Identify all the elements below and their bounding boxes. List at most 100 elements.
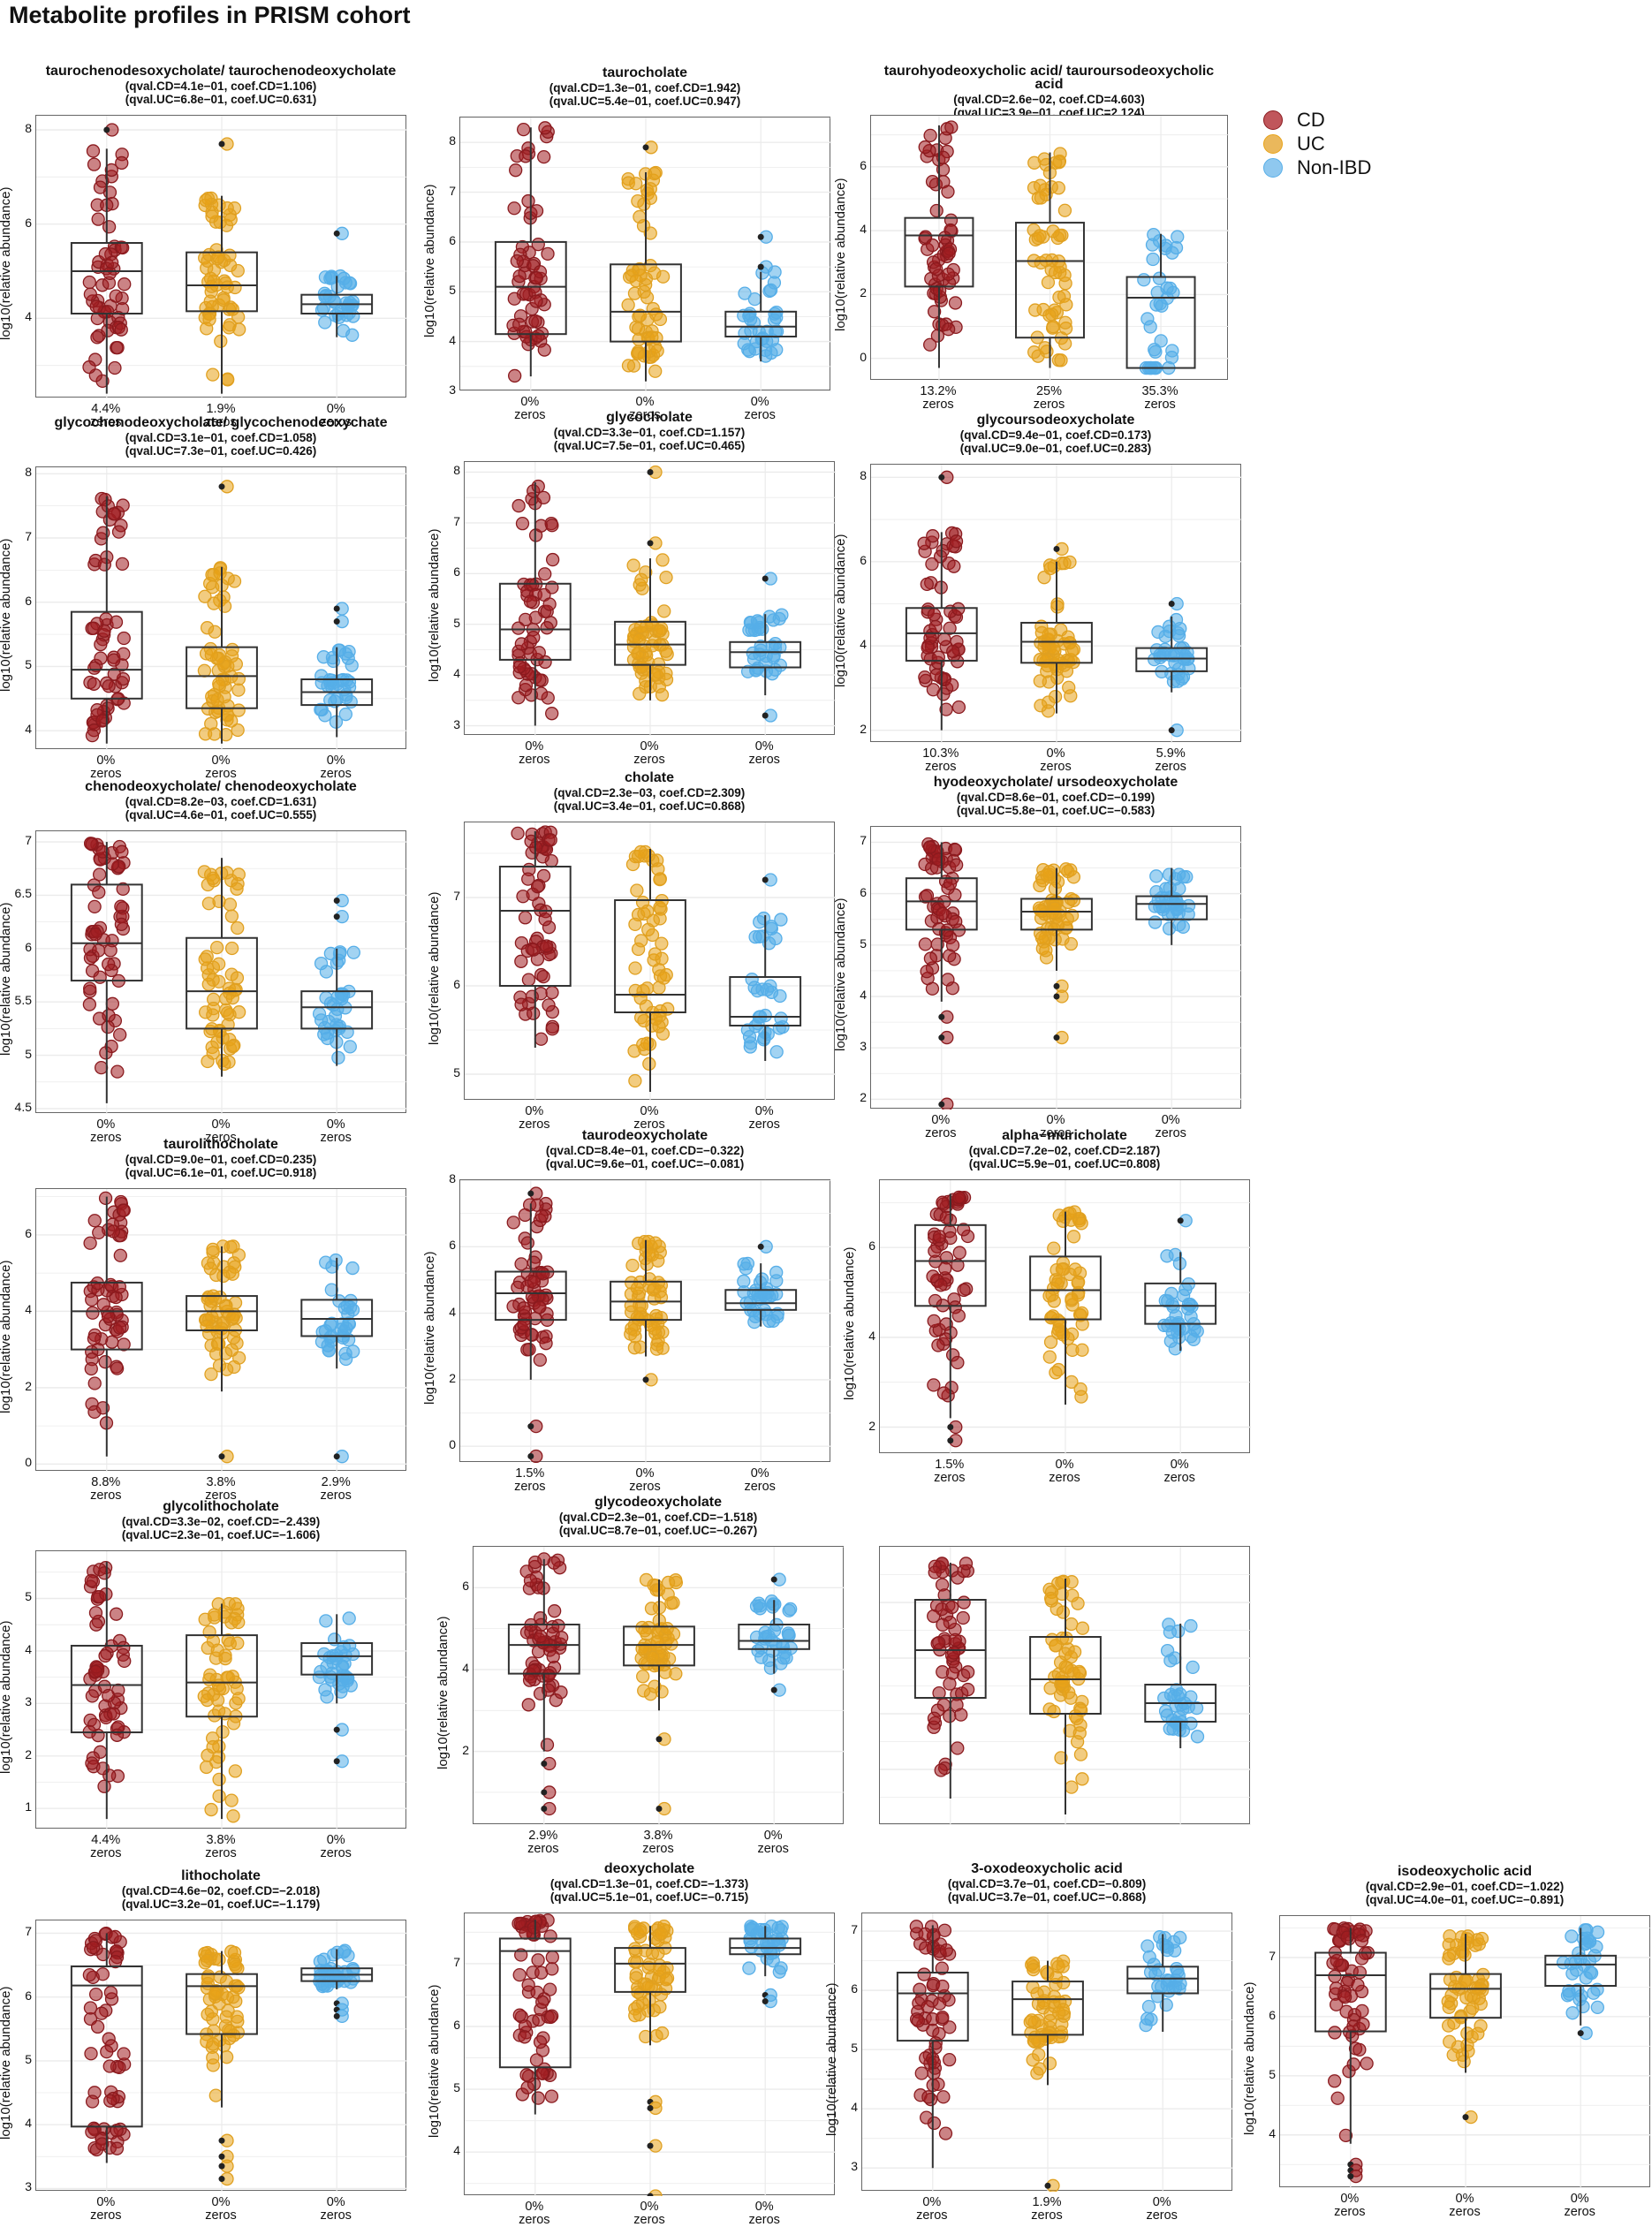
x-tick-label: 0% zeros — [186, 754, 256, 781]
y-tick-label: 8 — [25, 121, 32, 135]
y-tick-label: 2 — [860, 285, 867, 300]
uc-dot-icon — [1263, 133, 1283, 154]
panel-title: taurohyodeoxycholic acid/ tauroursodeoxy… — [870, 64, 1228, 120]
legend-item-uc: UC — [1263, 132, 1371, 155]
x-tick-label: 0% zeros — [1020, 1114, 1091, 1140]
y-tick-label: 6 — [25, 215, 32, 230]
y-tick-label: 8 — [449, 133, 456, 148]
y-tick-label: 6 — [462, 1579, 469, 1594]
y-tick-label: 6.5 — [14, 886, 32, 901]
plot-area — [35, 1188, 407, 1472]
legend-item-non-ibd: Non-IBD — [1263, 155, 1371, 179]
zeros-label: zeros — [519, 2213, 550, 2227]
plot-area — [870, 464, 1242, 743]
plot-area — [879, 1179, 1251, 1454]
panel-title: alpha−muricholate (qval.CD=7.2e−02, coef.… — [879, 1129, 1250, 1171]
y-tick-label: 6 — [453, 2018, 460, 2032]
metabolite-name: taurolithocholate — [163, 1137, 278, 1152]
zero-percentage: 25% — [1035, 384, 1063, 398]
y-tick-label: 4 — [25, 1302, 32, 1317]
y-axis-label: log10(relative abundance) — [833, 898, 848, 1051]
zero-percentage: 8.8% — [91, 1475, 121, 1489]
y-tick-label: 3 — [25, 2179, 32, 2194]
x-tick-label: 0% zeros — [300, 1118, 371, 1145]
zero-percentage: 0% — [1152, 2195, 1171, 2209]
y-axis-label: log10(relative abundance) — [833, 534, 848, 687]
plot-area — [464, 461, 836, 736]
zero-percentage: 0% — [520, 395, 540, 409]
y-tick-label: 5 — [449, 283, 456, 298]
metabolite-name: taurohyodeoxycholic acid/ tauroursodeoxy… — [883, 64, 1215, 92]
y-tick-label: 4 — [860, 222, 867, 237]
y-tick-label: 5 — [25, 657, 32, 672]
boxplot-svg — [1280, 1916, 1651, 2188]
zero-percentage: 0% — [326, 1117, 345, 1132]
zeros-label: zeros — [748, 1117, 780, 1132]
x-tick-label: 13.2% zeros — [903, 385, 974, 412]
panel-title: taurolithocholate (qval.CD=9.0e−01, coef.… — [35, 1137, 406, 1180]
zero-percentage: 2.9% — [321, 1475, 351, 1489]
zero-percentage: 13.2% — [920, 384, 957, 398]
x-tick-label: 0% zeros — [71, 2196, 141, 2223]
y-tick-label: 7 — [449, 183, 456, 198]
uc-statistics: (qval.UC=6.1e−01, coef.UC=0.918) — [125, 1166, 317, 1179]
y-axis-label: log10(relative abundance) — [824, 1982, 839, 2136]
zeros-label: zeros — [90, 415, 122, 429]
zeros-label: zeros — [90, 1488, 122, 1503]
zeros-label: zeros — [744, 408, 776, 422]
y-tick-label: 6 — [25, 1988, 32, 2003]
zeros-label: zeros — [90, 1131, 122, 1145]
zero-percentage: 0% — [754, 739, 774, 754]
panel-title: glycochenodeoxycholate/ glycochenodeoxyc… — [35, 416, 406, 458]
zeros-label: zeros — [925, 760, 957, 774]
y-tick-label: 4.5 — [14, 1099, 32, 1114]
zero-percentage: 0% — [750, 395, 769, 409]
x-tick-label: 0% zeros — [738, 1829, 808, 1856]
zero-percentage: 35.3% — [1141, 384, 1178, 398]
y-tick-label: 6 — [449, 1238, 456, 1253]
x-tick-label: 2.9% zeros — [300, 1476, 371, 1503]
x-tick-label: 0% zeros — [610, 1467, 680, 1494]
y-tick-label: 4 — [25, 1641, 32, 1656]
y-tick-label: 7 — [25, 1924, 32, 1939]
zeros-label: zeros — [514, 1480, 546, 1494]
y-tick-label: 4 — [860, 988, 867, 1002]
zeros-label: zeros — [925, 1126, 957, 1140]
boxplot-svg — [871, 116, 1229, 381]
zeros-label: zeros — [642, 1842, 674, 1856]
plot-area — [464, 822, 836, 1101]
zeros-label: zeros — [527, 1842, 559, 1856]
zero-percentage: 0% — [635, 1466, 655, 1481]
y-tick-label: 6 — [453, 977, 460, 991]
metabolite-name: 3-oxodeoxycholic acid — [971, 1861, 1123, 1876]
panel-title: deoxycholate (qval.CD=1.3e−01, coef.CD=−1… — [464, 1862, 835, 1905]
plot-area — [35, 830, 407, 1114]
y-tick-label: 6 — [1269, 2007, 1276, 2022]
y-tick-label: 2 — [25, 1746, 32, 1761]
zeros-label: zeros — [748, 2213, 780, 2227]
zeros-label: zeros — [514, 408, 546, 422]
uc-statistics: (qval.UC=3.2e−01, coef.UC=−1.179) — [121, 1897, 321, 1911]
zero-percentage: 0% — [750, 1466, 769, 1481]
cd-statistics: (qval.CD=4.6e−02, coef.CD=−2.018) — [121, 1884, 321, 1897]
x-tick-label: 0% zeros — [724, 1467, 795, 1494]
y-tick-label: 5 — [25, 2051, 32, 2066]
y-tick-label: 2 — [860, 1090, 867, 1105]
uc-statistics: (qval.UC=2.3e−01, coef.UC=−1.606) — [121, 1528, 321, 1541]
x-tick-label: 0% zeros — [1135, 1114, 1206, 1140]
y-axis-label: log10(relative abundance) — [833, 178, 848, 331]
x-tick-label: 2.9% zeros — [508, 1829, 579, 1856]
plot-area — [473, 1546, 845, 1825]
zero-percentage: 0% — [1570, 2192, 1589, 2206]
plot-area — [459, 1179, 831, 1463]
cd-statistics: (qval.CD=3.3e−01, coef.CD=1.157) — [553, 426, 746, 439]
zeros-label: zeros — [205, 1131, 237, 1145]
zero-percentage: 0% — [1055, 1458, 1074, 1472]
cd-statistics: (qval.CD=4.1e−01, coef.CD=1.106) — [125, 80, 317, 93]
zero-percentage: 0% — [525, 2200, 544, 2214]
panel-title: glycocholate (qval.CD=3.3e−01, coef.CD=1.… — [464, 411, 835, 453]
uc-statistics: (qval.UC=7.5e−01, coef.UC=0.465) — [553, 439, 746, 452]
y-tick-label: 6 — [25, 1225, 32, 1240]
zeros-label: zeros — [1155, 1126, 1186, 1140]
x-tick-label: 0% zeros — [614, 1105, 685, 1132]
